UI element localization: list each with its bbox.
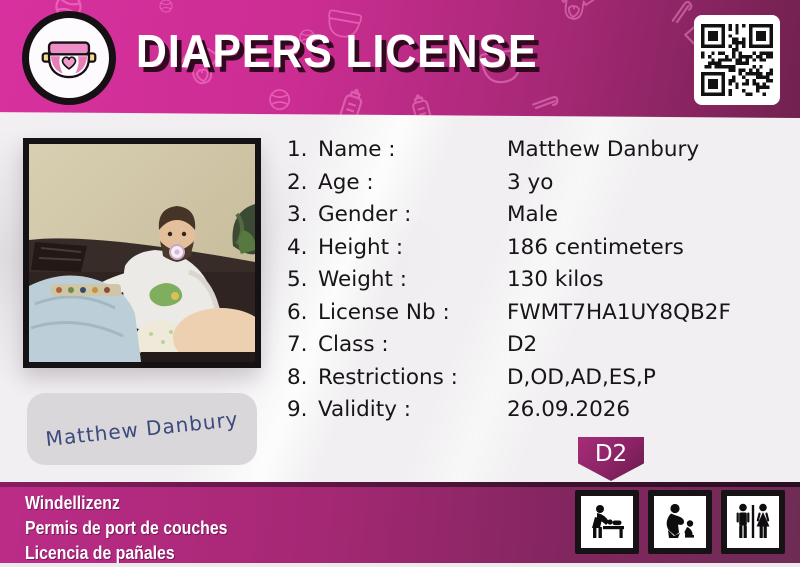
card-bottom-edge — [0, 563, 800, 567]
field-number: 7. — [287, 332, 308, 357]
field-label: Restrictions : — [318, 364, 458, 390]
pictogram-row — [575, 490, 785, 554]
field-value: 3 yo — [507, 169, 554, 195]
class-badge-label: D2 — [594, 441, 628, 467]
field-value: FWMT7HA1UY8QB2F — [507, 299, 731, 325]
field-row-age: 2. Age : 3 yo — [287, 167, 731, 200]
field-value: Matthew Danbury — [507, 137, 700, 162]
field-value: Male — [507, 202, 558, 227]
card-body: Matthew Danbury 1. Name : Matthew Danbur… — [0, 108, 800, 482]
footer-line-spanish: Licencia de pañales — [25, 543, 175, 563]
field-label: Name : — [318, 137, 396, 162]
restroom-icon — [721, 490, 785, 554]
field-label: Weight : — [318, 267, 407, 292]
field-row-height: 4. Height : 186 centimeters — [287, 232, 731, 265]
field-row-gender: 3. Gender : Male — [287, 199, 731, 232]
field-label: Class : — [318, 332, 389, 357]
field-value: 130 kilos — [507, 267, 604, 292]
field-label: Validity : — [318, 397, 412, 422]
field-row-license-nb: 6. License Nb : FWMT7HA1UY8QB2F — [287, 297, 731, 330]
parent-child-icon — [648, 490, 712, 554]
field-number: 6. — [287, 299, 308, 325]
field-label: Gender : — [318, 202, 412, 227]
field-number: 8. — [287, 364, 308, 390]
field-value: D,OD,AD,ES,P — [507, 364, 656, 390]
photo-illustration — [29, 144, 255, 362]
qr-code-grid — [701, 24, 773, 96]
page-title: DIAPERS LICENSE — [136, 25, 538, 77]
footer-line-german: Windellizenz — [25, 493, 120, 513]
field-number: 3. — [287, 202, 308, 227]
footer-line-french: Permis de port de couches — [25, 518, 228, 538]
signature-text: Matthew Danbury — [44, 406, 240, 452]
field-row-class: 7. Class : D2 — [287, 329, 731, 362]
diaper-logo-icon — [22, 11, 116, 105]
class-badge: D2 — [578, 437, 644, 481]
field-row-restrictions: 8. Restrictions : D,OD,AD,ES,P — [287, 362, 731, 395]
field-number: 1. — [287, 137, 308, 162]
field-number: 2. — [287, 169, 308, 195]
field-number: 4. — [287, 234, 308, 260]
field-label: Age : — [318, 169, 374, 195]
baby-changing-icon — [575, 490, 639, 554]
header-banner: DIAPERS LICENSE — [0, 0, 800, 118]
field-row-validity: 9. Validity : 26.09.2026 — [287, 394, 731, 427]
field-row-name: 1. Name : Matthew Danbury — [287, 134, 731, 167]
signature-box: Matthew Danbury — [27, 393, 257, 465]
field-value: D2 — [507, 332, 538, 357]
field-label: License Nb : — [318, 299, 450, 325]
field-value: 186 centimeters — [507, 234, 684, 260]
footer-translations: Windellizenz Permis de port de couches L… — [25, 491, 255, 566]
field-value: 26.09.2026 — [507, 397, 631, 422]
field-number: 5. — [287, 267, 308, 292]
field-number: 9. — [287, 397, 308, 422]
field-label: Height : — [318, 234, 404, 260]
footer-bar: Windellizenz Permis de port de couches L… — [0, 482, 800, 563]
field-row-weight: 5. Weight : 130 kilos — [287, 264, 731, 297]
fields-list: 1. Name : Matthew Danbury 2. Age : 3 yo … — [287, 134, 731, 427]
qr-code — [694, 15, 780, 105]
photo-frame — [23, 138, 261, 368]
